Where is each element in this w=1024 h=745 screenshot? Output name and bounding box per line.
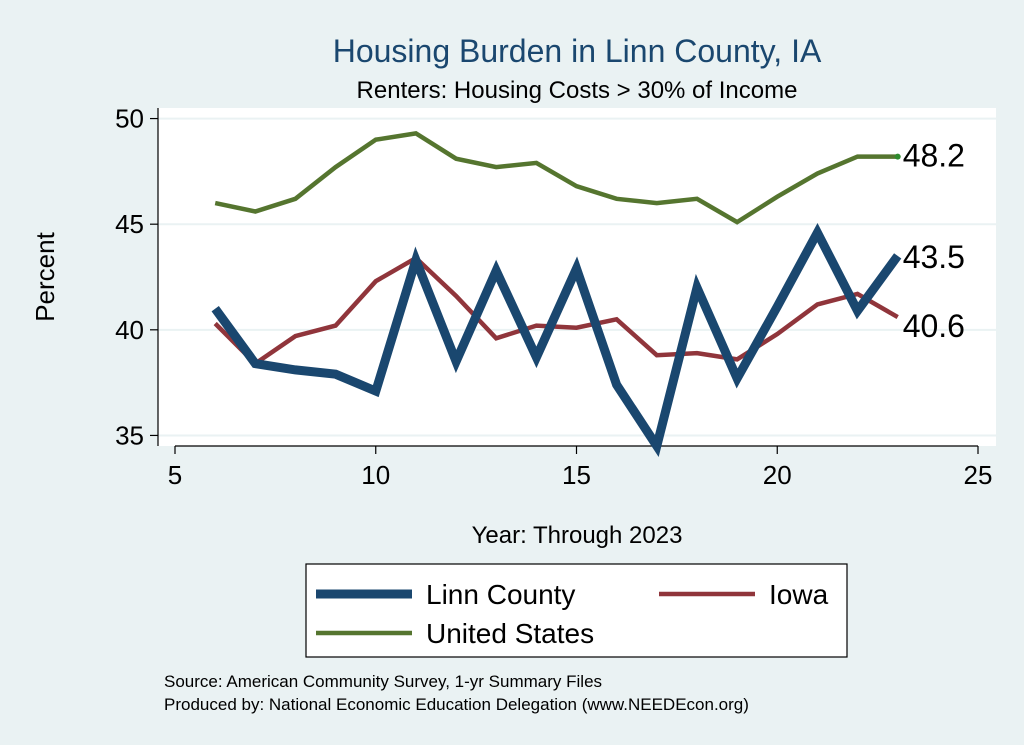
y-axis-title: Percent xyxy=(30,231,60,321)
x-tick-label-2: 15 xyxy=(562,460,591,490)
x-tick-label-1: 10 xyxy=(361,460,390,490)
axes: 35 40 45 50 5 10 15 20 25 xyxy=(115,104,992,490)
producer-note: Produced by: National Economic Education… xyxy=(164,695,749,714)
x-tick-label-3: 20 xyxy=(763,460,792,490)
x-tick-label-4: 25 xyxy=(964,460,993,490)
series-line-linn-county xyxy=(211,222,902,458)
x-axis-title: Year: Through 2023 xyxy=(472,522,683,549)
y-tick-label-2: 45 xyxy=(115,209,144,239)
legend-label-united-states: United States xyxy=(426,618,594,649)
series-line-iowa xyxy=(213,255,899,367)
legend: Linn County Iowa United States xyxy=(305,563,848,658)
y-tick-label-1: 40 xyxy=(115,315,144,345)
chart-subtitle: Renters: Housing Costs > 30% of Income xyxy=(357,77,798,104)
legend-label-linn-county: Linn County xyxy=(426,579,575,610)
y-tick-label-3: 50 xyxy=(115,104,144,134)
end-label-iowa: 40.6 xyxy=(903,308,965,344)
legend-box xyxy=(305,563,848,658)
chart-title: Housing Burden in Linn County, IA xyxy=(333,33,822,69)
y-tick-label-0: 35 xyxy=(115,420,144,450)
source-note: Source: American Community Survey, 1-yr … xyxy=(164,672,602,691)
end-label-united-states: 48.2 xyxy=(903,138,965,174)
series-endpoint-united-states xyxy=(894,153,901,160)
series-line-united-states xyxy=(214,131,898,225)
end-labels: 43.5 40.6 48.2 xyxy=(903,138,965,345)
legend-label-iowa: Iowa xyxy=(769,579,829,610)
x-tick-label-0: 5 xyxy=(168,460,182,490)
series-lines xyxy=(211,131,902,458)
end-label-linn-county: 43.5 xyxy=(903,239,965,275)
